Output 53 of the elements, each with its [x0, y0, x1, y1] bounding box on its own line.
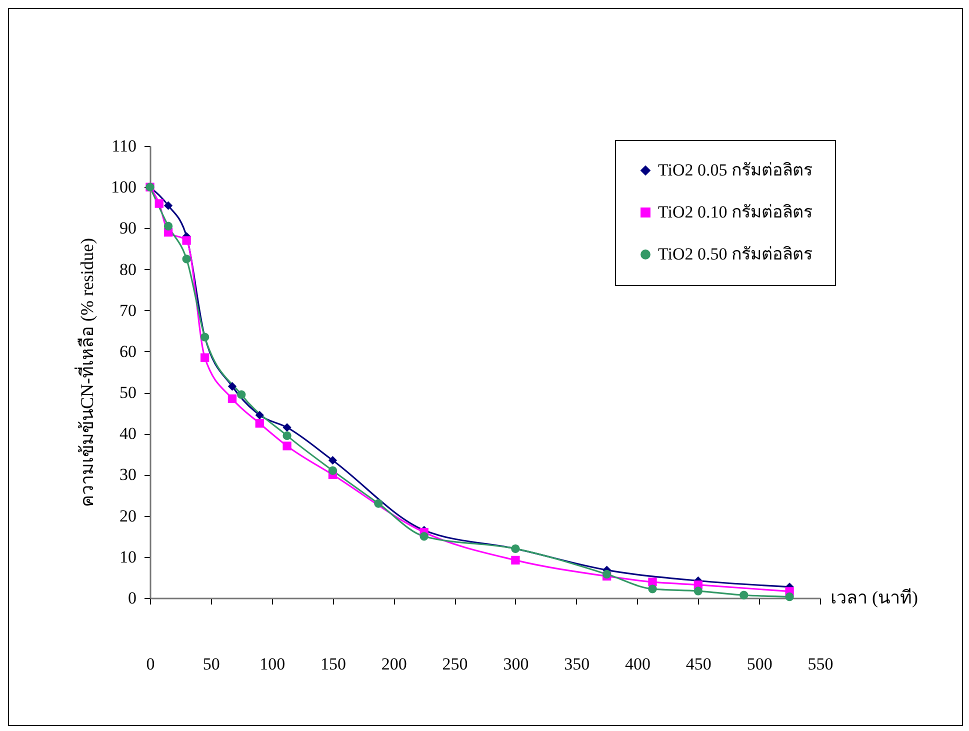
x-tick-label: 400	[625, 654, 651, 674]
y-tick-label: 70	[120, 300, 136, 320]
y-tick-label: 50	[120, 383, 136, 402]
y-tick-label: 0	[128, 588, 136, 608]
y-tick-label: 60	[120, 342, 136, 361]
x-tick-label: 0	[146, 654, 155, 674]
y-tick-label: 20	[120, 506, 136, 526]
point	[282, 442, 292, 450]
y-tick-label: 30	[120, 465, 136, 484]
point	[154, 199, 164, 208]
y-tick-label: 80	[120, 260, 136, 279]
x-tick-label: 550	[808, 654, 834, 674]
point	[511, 556, 520, 565]
point	[740, 590, 748, 600]
x-tick-label: 350	[564, 654, 590, 674]
y-tick-label: 100	[111, 178, 136, 197]
point	[282, 423, 292, 432]
point	[164, 201, 173, 210]
point	[648, 584, 657, 594]
point	[200, 353, 210, 362]
y-tick-label: 10	[120, 547, 136, 566]
point	[420, 532, 428, 541]
point	[602, 570, 612, 578]
point	[785, 592, 794, 602]
point	[228, 382, 237, 391]
point	[228, 394, 237, 404]
point	[255, 419, 264, 428]
point	[237, 390, 246, 399]
legend-label: TiO2 0.50 กรัมต่อลิตร	[658, 244, 813, 264]
point	[328, 466, 338, 475]
legend-label: TiO2 0.05 กรัมต่อลิตร	[658, 160, 813, 180]
y-tick-label: 90	[120, 218, 136, 238]
point	[374, 499, 383, 508]
x-tick-label: 450	[686, 654, 712, 674]
point	[182, 236, 191, 245]
point	[694, 586, 703, 596]
x-tick-label: 50	[202, 654, 220, 674]
x-tick-label: 250	[442, 654, 468, 674]
point	[282, 431, 292, 440]
x-axis-title: เวลา (นาที)	[830, 588, 918, 608]
y-axis-title: ความเข้มข้นCN-ที่เหลือ (% residue)	[74, 238, 97, 507]
x-tick-label: 200	[381, 654, 407, 674]
y-tick-label: 110	[112, 136, 136, 156]
x-tick-label: 100	[260, 654, 286, 674]
x-tick-label: 500	[746, 654, 772, 674]
point	[182, 254, 191, 264]
legend-label: TiO2 0.10 กรัมต่อลิตร	[658, 202, 813, 222]
point	[164, 222, 173, 230]
point	[255, 410, 264, 420]
y-tick-label: 40	[120, 424, 136, 444]
x-tick-label: 300	[503, 654, 529, 674]
x-tick-label: 150	[320, 654, 346, 674]
point	[328, 456, 338, 465]
